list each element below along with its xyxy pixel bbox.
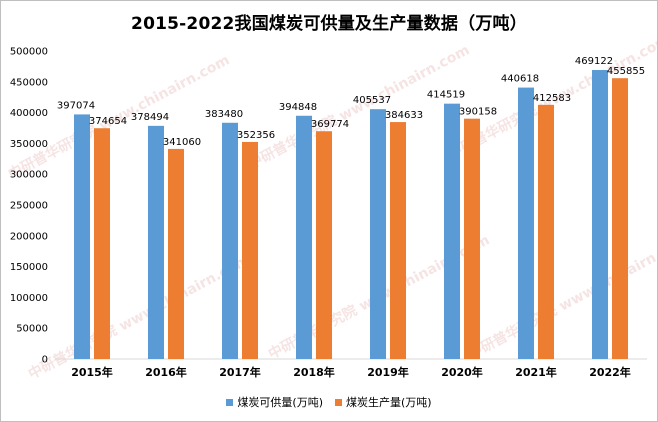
x-tick-label: 2021年 [515,365,557,379]
chart-legend: 煤炭可供量(万吨) 煤炭生产量(万吨) [1,394,657,410]
bar-supply [222,122,238,359]
x-tick-label: 2017年 [219,365,261,379]
y-tick-label: 300000 [10,170,48,181]
data-label: 378494 [131,112,169,123]
bar-production [538,104,554,359]
bar-supply [518,87,534,359]
bar-supply [74,114,90,360]
bar-production [612,78,628,359]
x-tick-label: 2022年 [589,365,631,379]
bar-production [390,122,406,359]
y-tick-label: 200000 [10,231,48,242]
data-label: 455855 [607,66,645,77]
bar-production [168,148,184,359]
y-tick-label: 100000 [10,293,48,304]
data-label: 394848 [279,102,317,113]
data-label: 374654 [89,116,127,127]
y-tick-label: 250000 [10,201,48,212]
watermark-text: 中研普华研究院 www.chinairn.com [25,251,252,382]
x-tick-label: 2019年 [367,365,409,379]
bar-supply [444,103,460,359]
y-tick-label: 50000 [16,324,48,335]
legend-label: 煤炭生产量(万吨) [346,396,432,409]
legend-item: 煤炭可供量(万吨) [226,394,323,410]
data-label: 369774 [311,119,349,130]
bar-supply [592,70,608,360]
data-label: 397074 [57,100,95,111]
data-label: 440618 [501,74,539,85]
x-tick-label: 2020年 [441,365,483,379]
y-tick-label: 150000 [10,262,48,273]
bar-production [94,128,110,359]
legend-swatch [335,398,342,406]
y-tick-label: 350000 [10,139,48,150]
data-label: 384633 [385,110,423,121]
bar-production [464,118,480,359]
bar-supply [148,125,164,360]
y-tick-label: 400000 [10,108,48,119]
data-label: 383480 [205,109,243,120]
legend-swatch [226,398,234,406]
data-label: 341060 [163,137,201,148]
y-tick-label: 0 [42,355,48,366]
bar-supply [370,109,386,359]
legend-item: 煤炭生产量(万吨) [335,394,432,410]
bar-production [242,141,258,359]
data-label: 469122 [575,56,613,67]
data-label: 412583 [533,93,571,104]
x-tick-label: 2015年 [71,365,113,379]
chart-title: 2015-2022我国煤炭可供量及生产量数据（万吨） [131,14,527,34]
data-label: 352356 [237,130,275,141]
bar-supply [296,115,312,360]
x-tick-label: 2018年 [293,365,335,379]
y-tick-label: 450000 [10,77,48,88]
x-tick-label: 2016年 [145,365,187,379]
watermark-text: 中研普华研究院 www.chinairn.com [465,231,657,362]
data-label: 405537 [353,95,391,106]
data-label: 414519 [427,90,465,101]
bar-production [316,131,332,359]
y-tick-label: 500000 [10,47,48,58]
legend-label: 煤炭可供量(万吨) [237,396,323,409]
data-label: 390158 [459,107,497,118]
